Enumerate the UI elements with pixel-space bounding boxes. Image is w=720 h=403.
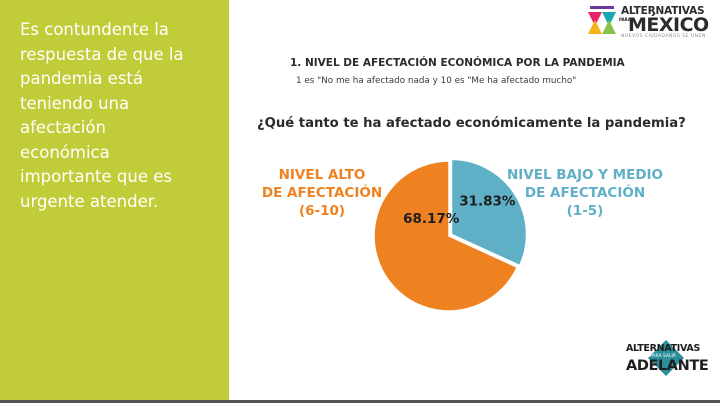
pie-slice-low-mid: [450, 158, 528, 267]
pie-value-low-mid: 31.83%: [459, 193, 516, 209]
alternativas-salir-adelante-logo: ALTERNATIVAS PARA SALIR ADELANTE: [624, 338, 709, 378]
mexico-logo-icon: [588, 6, 616, 34]
chart-subtitle: 1 es "No me ha afectado nada y 10 es "Me…: [296, 76, 577, 86]
logo-bottom-line2: PARA SALIR: [650, 354, 676, 359]
slice-label-low-mid: NIVEL BAJO Y MEDIO DE AFECTACIÓN (1-5): [506, 167, 664, 219]
sidebar-text: Es contundente la respuesta de que la pa…: [20, 20, 184, 211]
pie-slice-high: [373, 160, 519, 312]
pie-value-high: 68.17%: [403, 211, 460, 227]
logo-bottom-line3: ADELANTE: [626, 358, 709, 374]
left-panel: Es contundente la respuesta de que la pa…: [0, 0, 229, 403]
chart-title: 1. NIVEL DE AFECTACIÓN ECONÓMICA POR LA …: [290, 57, 625, 69]
slice-label-high: NIVEL ALTO DE AFECTACIÓN (6-10): [261, 167, 383, 219]
bottom-divider: [0, 400, 720, 403]
chart-question: ¿Qué tanto te ha afectado económicamente…: [257, 116, 686, 131]
logo-bottom-line1: ALTERNATIVAS: [626, 343, 701, 354]
logo-top-line3: NUEVOS CIUDADANOS SE UNEN: [621, 34, 706, 39]
logo-top-para: PARA: [619, 17, 631, 22]
diamond-logo-icon: [648, 340, 684, 376]
logo-top-line2: MÉXICO: [628, 14, 709, 36]
alternativas-mexico-logo: ALTERNATIVAS PARA MÉXICO NUEVOS CIUDADAN…: [588, 4, 713, 42]
logo-top-line1: ALTERNATIVAS: [621, 5, 705, 17]
